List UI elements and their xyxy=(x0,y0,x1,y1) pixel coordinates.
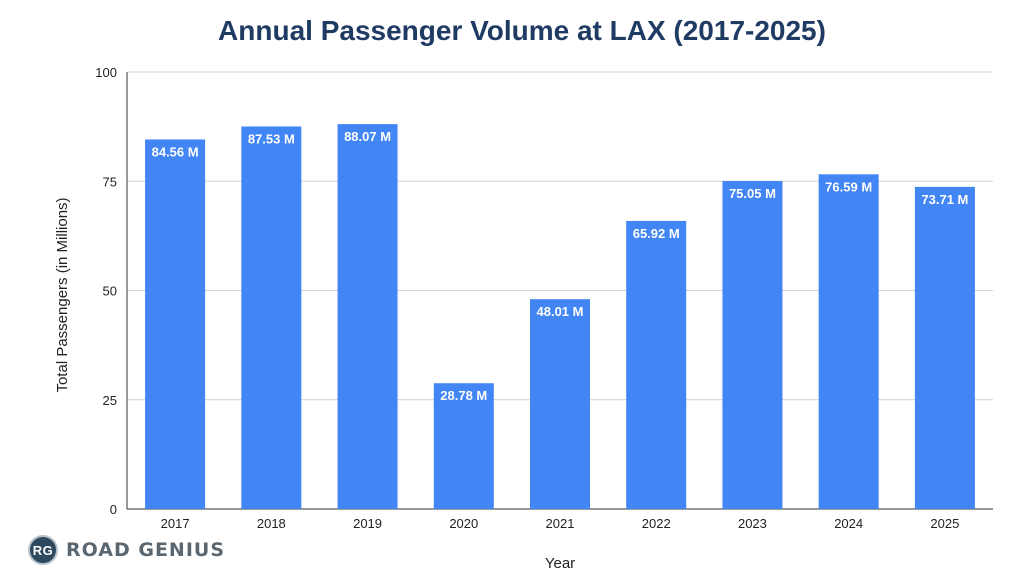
y-axis-label: Total Passengers (in Millions) xyxy=(54,197,71,392)
y-tick-label: 100 xyxy=(95,65,117,80)
data-label-2018: 87.53 M xyxy=(248,131,295,146)
chart-title: Annual Passenger Volume at LAX (2017-202… xyxy=(218,15,826,46)
bar-2025 xyxy=(914,186,975,509)
y-axis-ticks: 0 25 50 75 100 xyxy=(95,65,117,517)
bar-2022 xyxy=(626,220,687,509)
x-axis-ticks: 2017 2018 2019 2020 2021 2022 2023 2024 2025 xyxy=(161,516,960,531)
logo-badge: RG xyxy=(28,535,58,565)
road-genius-logo: RG ROAD GENIUS xyxy=(28,534,225,566)
x-tick-label: 2019 xyxy=(353,516,382,531)
data-label-2025: 73.71 M xyxy=(921,192,968,207)
bar-2023 xyxy=(722,181,783,509)
x-tick-label: 2017 xyxy=(161,516,190,531)
x-tick-label: 2025 xyxy=(930,516,959,531)
data-label-2022: 65.92 M xyxy=(633,226,680,241)
y-tick-label: 25 xyxy=(103,393,117,408)
x-tick-label: 2024 xyxy=(834,516,863,531)
x-tick-label: 2018 xyxy=(257,516,286,531)
bars: 84.56 M 87.53 M 88.07 M 28.78 M 48.01 M 65.92… xyxy=(145,124,975,510)
x-tick-label: 2020 xyxy=(449,516,478,531)
data-label-2021: 48.01 M xyxy=(537,304,584,319)
bar-2024 xyxy=(818,174,879,509)
data-label-2020: 28.78 M xyxy=(440,388,487,403)
bar-2017 xyxy=(145,139,206,510)
data-label-2024: 76.59 M xyxy=(825,179,872,194)
data-label-2019: 88.07 M xyxy=(344,129,391,144)
y-tick-label: 75 xyxy=(103,174,117,189)
x-tick-label: 2023 xyxy=(738,516,767,531)
bar-2021 xyxy=(530,299,590,509)
x-axis-label: Year xyxy=(545,555,575,572)
x-tick-label: 2021 xyxy=(546,516,575,531)
bar-2018 xyxy=(241,126,302,509)
x-tick-label: 2022 xyxy=(642,516,671,531)
bar-2020 xyxy=(433,383,494,509)
logo-text: ROAD GENIUS xyxy=(66,539,226,561)
data-label-2023: 75.05 M xyxy=(729,186,776,201)
y-tick-label: 50 xyxy=(103,284,117,299)
data-label-2017: 84.56 M xyxy=(152,144,199,159)
y-tick-label: 0 xyxy=(110,502,117,517)
bar-2019 xyxy=(337,124,398,510)
